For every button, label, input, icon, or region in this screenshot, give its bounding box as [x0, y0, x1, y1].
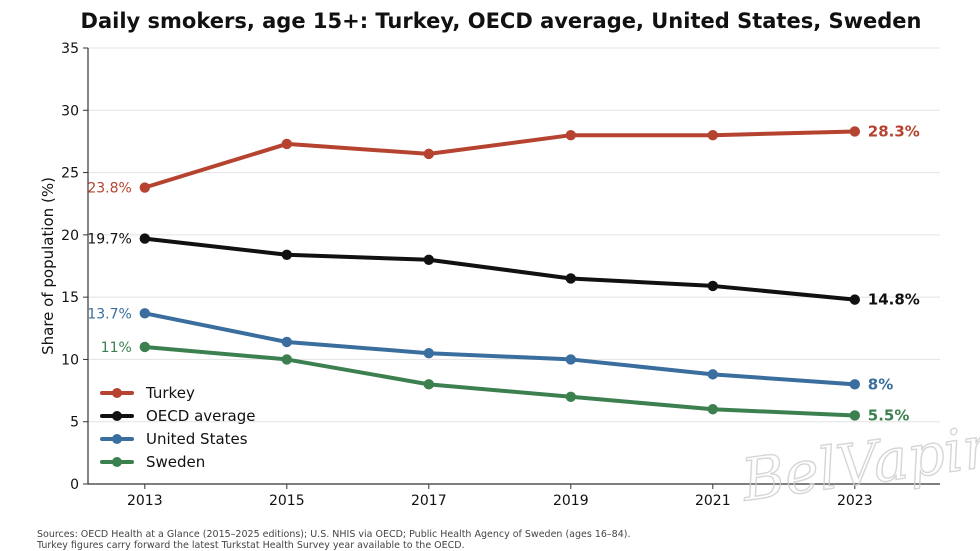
x-tick-label: 2019: [553, 493, 589, 509]
x-tick-label: 2017: [411, 493, 447, 509]
data-point-turkey: [281, 138, 292, 150]
legend-swatch-marker: [112, 411, 122, 421]
start-value-label-oecd-average: 19.7%: [87, 232, 131, 248]
end-value-label-oecd-average: 14.8%: [868, 291, 920, 309]
y-tick-label: 35: [61, 41, 79, 57]
end-value-label-united-states: 8%: [868, 375, 893, 393]
source-note-line2: Turkey figures carry forward the latest …: [36, 540, 465, 551]
y-tick-label: 20: [61, 228, 79, 244]
data-point-turkey: [849, 126, 860, 137]
legend-item-oecd-average: OECD average: [100, 407, 255, 425]
series-line-united-states: [142, 311, 857, 387]
data-point-oecd-average: [565, 273, 576, 284]
legend-label: Sweden: [146, 453, 205, 471]
data-point-united-states: [849, 379, 860, 390]
data-point-sweden: [281, 354, 292, 365]
data-point-united-states: [565, 354, 576, 365]
x-tick-labels: 2013 2015 2017 2019 2021 2023: [127, 493, 873, 509]
y-axis-label: Share of population (%): [39, 177, 57, 355]
legend-item-sweden: Sweden: [100, 453, 205, 471]
data-point-sweden: [849, 410, 860, 421]
x-tick-label: 2015: [269, 493, 305, 509]
series-sweden: [139, 341, 860, 421]
data-point-oecd-average: [281, 249, 292, 260]
legend-swatch-marker: [112, 457, 122, 467]
data-point-oecd-average: [423, 254, 434, 265]
data-point-oecd-average: [849, 294, 860, 305]
y-tick-labels: 0 5 10 15 20 25 30 35: [61, 41, 79, 493]
series-line-turkey: [142, 129, 857, 190]
start-value-label-united-states: 13.7%: [87, 306, 131, 322]
source-note: Sources: OECD Health at a Glance (2015–2…: [37, 529, 631, 540]
x-tick-label: 2021: [695, 493, 731, 509]
start-value-label-turkey: 23.8%: [87, 181, 131, 197]
gridlines: [88, 47, 940, 423]
data-series: [139, 126, 860, 421]
data-point-turkey: [707, 130, 718, 141]
legend-label: OECD average: [146, 407, 255, 425]
y-tick-label: 15: [61, 290, 79, 306]
data-point-turkey: [423, 148, 434, 160]
start-value-label-sweden: 11%: [101, 340, 132, 356]
data-point-oecd-average: [707, 280, 718, 292]
legend-item-turkey: Turkey: [100, 384, 195, 402]
y-tick-label: 0: [70, 477, 79, 493]
y-tick-label: 5: [70, 415, 79, 431]
x-tick-label: 2013: [127, 493, 163, 509]
legend: Turkey OECD average United States Sweden: [100, 384, 255, 471]
data-point-turkey: [565, 130, 576, 141]
data-point-united-states: [707, 369, 718, 380]
legend-label: United States: [146, 430, 248, 448]
chart-title: Daily smokers, age 15+: Turkey, OECD ave…: [81, 9, 922, 33]
data-labels: 23.8% 28.3% 19.7% 14.8% 13.7% 8% 11% 5.5%: [87, 122, 920, 424]
data-point-united-states: [139, 308, 150, 319]
data-point-united-states: [281, 336, 292, 348]
x-tick-label: 2023: [837, 493, 873, 509]
series-line-oecd-average: [142, 236, 857, 302]
series-turkey: [139, 126, 860, 193]
legend-swatch-marker: [112, 434, 122, 444]
legend-swatch-marker: [112, 388, 122, 398]
legend-label: Turkey: [145, 384, 195, 402]
series-line-sweden: [142, 344, 857, 418]
y-tick-label: 25: [61, 166, 79, 182]
end-value-label-sweden: 5.5%: [868, 406, 910, 424]
series-oecd-average: [139, 233, 860, 305]
data-point-oecd-average: [139, 233, 150, 244]
end-value-label-turkey: 28.3%: [868, 122, 920, 140]
data-point-united-states: [423, 348, 434, 359]
data-point-sweden: [707, 404, 718, 415]
series-united-states: [139, 308, 860, 390]
y-tick-label: 10: [61, 352, 79, 368]
axes: [83, 47, 940, 489]
data-point-sweden: [565, 391, 576, 402]
y-tick-label: 30: [61, 103, 79, 119]
data-point-turkey: [139, 182, 150, 193]
data-point-sweden: [139, 341, 150, 353]
data-point-sweden: [423, 379, 434, 390]
legend-item-united-states: United States: [100, 430, 248, 448]
